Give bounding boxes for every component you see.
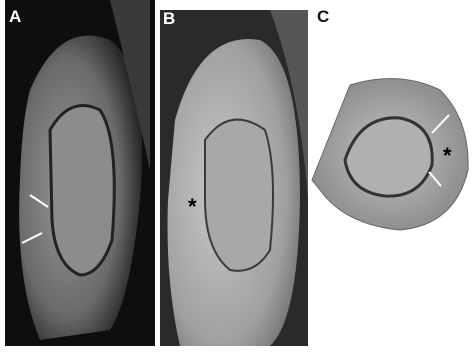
panel-label: C xyxy=(317,7,329,26)
arrow xyxy=(21,232,43,244)
marker: * xyxy=(443,143,452,168)
panel-b: B * xyxy=(160,9,308,346)
inner-structure xyxy=(204,118,275,272)
marker: * xyxy=(188,194,197,219)
arrow xyxy=(29,194,49,208)
tissue-edge xyxy=(110,0,150,170)
tissue-edge xyxy=(270,10,308,200)
panel-a: A xyxy=(5,0,155,346)
inner-structure xyxy=(48,104,116,277)
panel-label: A xyxy=(9,7,21,26)
arrow xyxy=(428,171,442,187)
inner-structure xyxy=(343,116,434,198)
panel-label: B xyxy=(163,9,175,28)
arrow xyxy=(431,114,450,134)
panel-c: C * xyxy=(311,7,469,231)
